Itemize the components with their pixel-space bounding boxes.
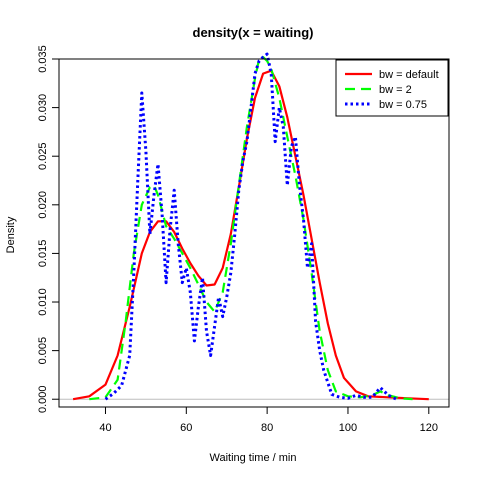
x-tick-label: 40 [99,422,111,434]
series-layer [72,52,429,401]
y-tick-label: 0.010 [37,288,49,316]
y-tick-label: 0.035 [37,45,49,73]
x-tick-label: 80 [261,422,273,434]
y-tick-label: 0.030 [37,94,49,122]
y-tick-label: 0.000 [37,385,49,413]
y-tick-label: 0.020 [37,191,49,219]
legend-box [335,59,449,117]
legend: bw = default bw = 2 bw = 0.75 [335,59,449,117]
x-axis-label: Waiting time / min [209,452,296,464]
y-tick-label: 0.005 [37,337,49,365]
x-tick-label: 60 [180,422,192,434]
series-line-2 [89,55,413,401]
legend-label-2: bw = 2 [379,84,412,96]
y-tick-label: 0.015 [37,240,49,268]
x-tick-label: 120 [420,422,438,434]
legend-label-3: bw = 0.75 [379,99,427,111]
axes-layer: 40 60 80 100 120 0.000 0.005 0.010 0.015 0.020 0.0… [37,45,450,434]
y-axis-label: Density [5,216,17,253]
y-tick-label: 0.025 [37,142,49,170]
legend-label-1: bw = default [379,69,439,81]
x-tick-label: 100 [339,422,357,434]
chart-title: density(x = waiting) [193,25,314,40]
